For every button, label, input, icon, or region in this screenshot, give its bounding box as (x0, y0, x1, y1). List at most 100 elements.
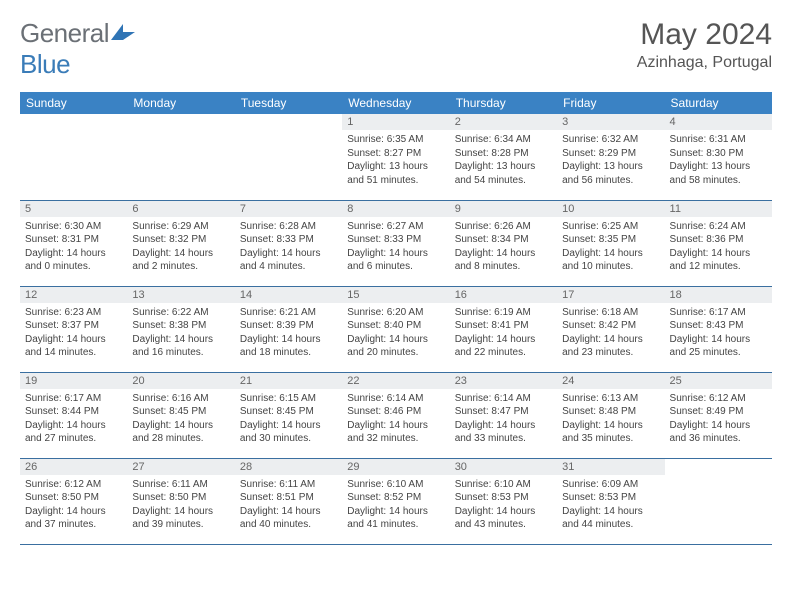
day-info: Sunrise: 6:30 AMSunset: 8:31 PMDaylight:… (20, 217, 127, 277)
day-info-line: and 51 minutes. (347, 174, 444, 188)
day-info-line: Sunrise: 6:19 AM (455, 306, 552, 320)
day-info-line: and 20 minutes. (347, 346, 444, 360)
calendar-day: 3Sunrise: 6:32 AMSunset: 8:29 PMDaylight… (557, 114, 664, 200)
day-info-line: and 8 minutes. (455, 260, 552, 274)
calendar-day: 13Sunrise: 6:22 AMSunset: 8:38 PMDayligh… (127, 286, 234, 372)
calendar-day: 5Sunrise: 6:30 AMSunset: 8:31 PMDaylight… (20, 200, 127, 286)
day-info-line: Sunset: 8:38 PM (132, 319, 229, 333)
calendar-day: 11Sunrise: 6:24 AMSunset: 8:36 PMDayligh… (665, 200, 772, 286)
day-info-line: Sunset: 8:32 PM (132, 233, 229, 247)
day-info: Sunrise: 6:11 AMSunset: 8:50 PMDaylight:… (127, 475, 234, 535)
day-info: Sunrise: 6:26 AMSunset: 8:34 PMDaylight:… (450, 217, 557, 277)
day-number: 21 (235, 373, 342, 389)
day-number: 2 (450, 114, 557, 130)
calendar-day: 31Sunrise: 6:09 AMSunset: 8:53 PMDayligh… (557, 458, 664, 544)
calendar-day: 26Sunrise: 6:12 AMSunset: 8:50 PMDayligh… (20, 458, 127, 544)
brand-text: GeneralBlue (20, 18, 137, 80)
day-number: 8 (342, 201, 449, 217)
calendar-day: 18Sunrise: 6:17 AMSunset: 8:43 PMDayligh… (665, 286, 772, 372)
day-info-line: Sunset: 8:49 PM (670, 405, 767, 419)
calendar-day: 9Sunrise: 6:26 AMSunset: 8:34 PMDaylight… (450, 200, 557, 286)
day-number: 26 (20, 459, 127, 475)
day-info-line: and 10 minutes. (562, 260, 659, 274)
day-number: 24 (557, 373, 664, 389)
day-info-line: Daylight: 14 hours (455, 247, 552, 261)
calendar-day: 30Sunrise: 6:10 AMSunset: 8:53 PMDayligh… (450, 458, 557, 544)
calendar-week: 26Sunrise: 6:12 AMSunset: 8:50 PMDayligh… (20, 458, 772, 544)
day-info-line: and 37 minutes. (25, 518, 122, 532)
day-number: 11 (665, 201, 772, 217)
day-info-line: Daylight: 14 hours (25, 419, 122, 433)
day-info-line: and 39 minutes. (132, 518, 229, 532)
day-info-line: and 35 minutes. (562, 432, 659, 446)
calendar-day: 14Sunrise: 6:21 AMSunset: 8:39 PMDayligh… (235, 286, 342, 372)
day-info-line: Daylight: 14 hours (670, 419, 767, 433)
day-number: 5 (20, 201, 127, 217)
calendar-day: 7Sunrise: 6:28 AMSunset: 8:33 PMDaylight… (235, 200, 342, 286)
title-month-year: May 2024 (637, 18, 772, 52)
day-number: 18 (665, 287, 772, 303)
day-number: 19 (20, 373, 127, 389)
day-number: 3 (557, 114, 664, 130)
day-info-line: and 6 minutes. (347, 260, 444, 274)
day-info-line: Sunset: 8:47 PM (455, 405, 552, 419)
day-info-line: Sunset: 8:50 PM (25, 491, 122, 505)
day-info-line: Sunset: 8:35 PM (562, 233, 659, 247)
day-info-line: Sunrise: 6:15 AM (240, 392, 337, 406)
day-info-line: and 22 minutes. (455, 346, 552, 360)
weekday-header: Sunday (20, 92, 127, 114)
brand-logo: GeneralBlue (20, 18, 137, 80)
calendar-day: 4Sunrise: 6:31 AMSunset: 8:30 PMDaylight… (665, 114, 772, 200)
day-info-line: and 54 minutes. (455, 174, 552, 188)
day-info-line: Sunset: 8:46 PM (347, 405, 444, 419)
calendar-week: 5Sunrise: 6:30 AMSunset: 8:31 PMDaylight… (20, 200, 772, 286)
day-info-line: and 16 minutes. (132, 346, 229, 360)
day-info-line: and 43 minutes. (455, 518, 552, 532)
day-info: Sunrise: 6:17 AMSunset: 8:43 PMDaylight:… (665, 303, 772, 363)
day-number: 20 (127, 373, 234, 389)
calendar-day: 2Sunrise: 6:34 AMSunset: 8:28 PMDaylight… (450, 114, 557, 200)
calendar-day: 28Sunrise: 6:11 AMSunset: 8:51 PMDayligh… (235, 458, 342, 544)
day-info-line: Daylight: 14 hours (347, 505, 444, 519)
day-info-line: Sunrise: 6:14 AM (347, 392, 444, 406)
day-info-line: Sunrise: 6:10 AM (347, 478, 444, 492)
day-info-line: Sunset: 8:53 PM (562, 491, 659, 505)
day-info-line: Sunrise: 6:21 AM (240, 306, 337, 320)
day-info-line: Sunset: 8:42 PM (562, 319, 659, 333)
day-info-line: Sunrise: 6:29 AM (132, 220, 229, 234)
day-info-line: Sunrise: 6:32 AM (562, 133, 659, 147)
day-info-line: Sunrise: 6:10 AM (455, 478, 552, 492)
day-number: 31 (557, 459, 664, 475)
day-number: 28 (235, 459, 342, 475)
day-info: Sunrise: 6:31 AMSunset: 8:30 PMDaylight:… (665, 130, 772, 190)
day-info-line: Sunrise: 6:35 AM (347, 133, 444, 147)
calendar-day (235, 114, 342, 200)
calendar-body: 1Sunrise: 6:35 AMSunset: 8:27 PMDaylight… (20, 114, 772, 544)
day-info-line: Sunrise: 6:14 AM (455, 392, 552, 406)
day-info-line: and 23 minutes. (562, 346, 659, 360)
day-info-line: and 44 minutes. (562, 518, 659, 532)
day-info: Sunrise: 6:27 AMSunset: 8:33 PMDaylight:… (342, 217, 449, 277)
day-info-line: and 2 minutes. (132, 260, 229, 274)
day-info-line: and 33 minutes. (455, 432, 552, 446)
brand-blue: Blue (20, 49, 70, 79)
day-info-line: and 56 minutes. (562, 174, 659, 188)
weekday-header: Saturday (665, 92, 772, 114)
day-info-line: Sunrise: 6:20 AM (347, 306, 444, 320)
day-info-line: Daylight: 14 hours (347, 419, 444, 433)
day-number: 13 (127, 287, 234, 303)
day-info: Sunrise: 6:23 AMSunset: 8:37 PMDaylight:… (20, 303, 127, 363)
calendar-day: 12Sunrise: 6:23 AMSunset: 8:37 PMDayligh… (20, 286, 127, 372)
day-info: Sunrise: 6:14 AMSunset: 8:47 PMDaylight:… (450, 389, 557, 449)
day-number: 6 (127, 201, 234, 217)
day-info: Sunrise: 6:34 AMSunset: 8:28 PMDaylight:… (450, 130, 557, 190)
title-block: May 2024 Azinhaga, Portugal (637, 18, 772, 72)
calendar-day: 1Sunrise: 6:35 AMSunset: 8:27 PMDaylight… (342, 114, 449, 200)
day-info: Sunrise: 6:21 AMSunset: 8:39 PMDaylight:… (235, 303, 342, 363)
calendar-table: SundayMondayTuesdayWednesdayThursdayFrid… (20, 92, 772, 545)
day-number: 7 (235, 201, 342, 217)
day-info-line: Sunset: 8:31 PM (25, 233, 122, 247)
calendar-week: 12Sunrise: 6:23 AMSunset: 8:37 PMDayligh… (20, 286, 772, 372)
day-info-line: Sunset: 8:53 PM (455, 491, 552, 505)
sail-icon (109, 18, 137, 48)
